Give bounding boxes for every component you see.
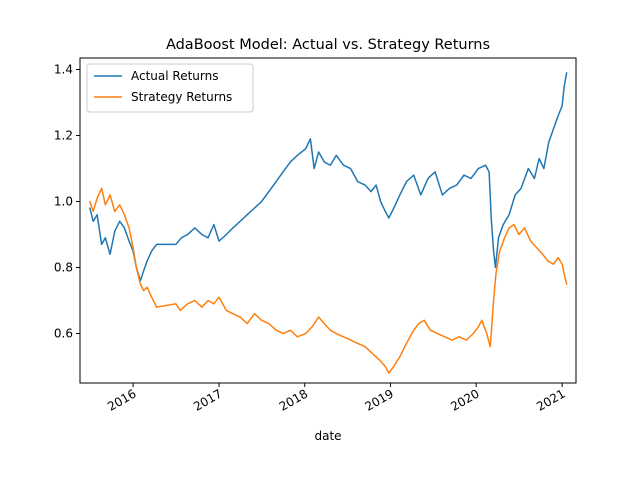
series-line-1 — [89, 187, 568, 374]
y-tick-label-3: 1.2 — [54, 129, 73, 143]
plot-area — [89, 72, 568, 374]
y-tick-label-1: 0.8 — [54, 261, 73, 275]
y-tick-label-2: 1.0 — [54, 195, 73, 209]
series-line-0 — [89, 72, 568, 282]
legend-box — [86, 63, 254, 113]
legend-label-0: Actual Returns — [131, 69, 218, 83]
x-axis-label: date — [314, 429, 341, 443]
y-tick-label-0: 0.6 — [54, 327, 73, 341]
chart-title: AdaBoost Model: Actual vs. Strategy Retu… — [166, 37, 490, 53]
y-tick-label-4: 1.4 — [54, 63, 73, 77]
y-axis: 0.6 0.8 1.0 1.2 1.4 — [54, 63, 80, 341]
legend: Actual Returns Strategy Returns — [86, 63, 254, 113]
axes-frame — [79, 57, 577, 384]
legend-label-1: Strategy Returns — [131, 90, 232, 104]
